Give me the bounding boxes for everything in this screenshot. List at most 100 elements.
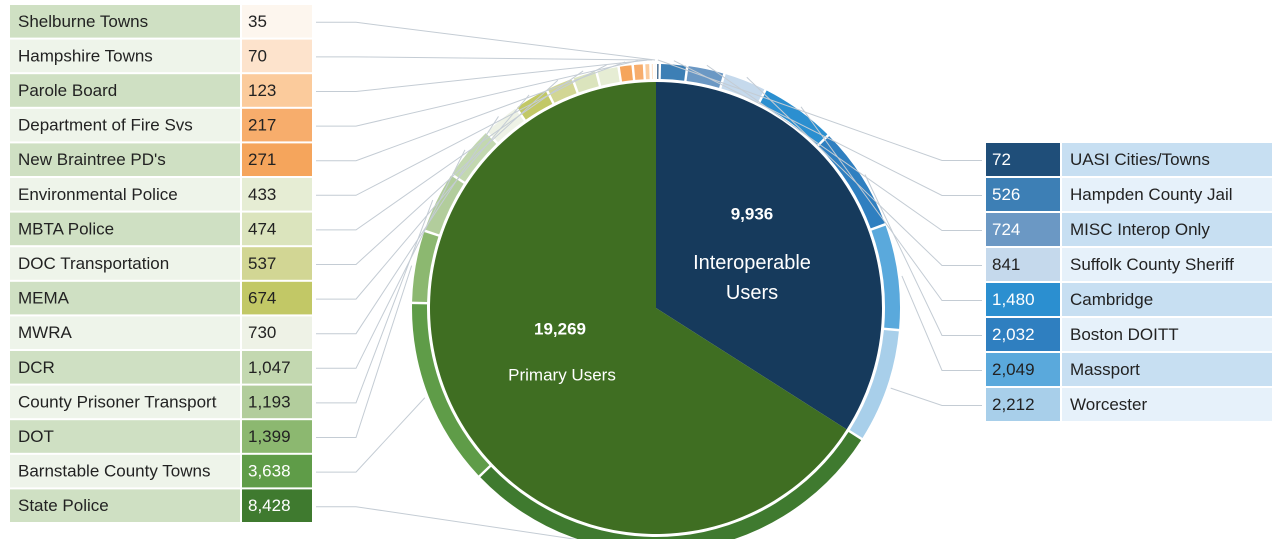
row-label: Barnstable County Towns bbox=[18, 462, 210, 481]
row-label: MBTA Police bbox=[18, 219, 114, 238]
row-label: Environmental Police bbox=[18, 185, 178, 204]
value-cell bbox=[242, 5, 312, 38]
row-label: MEMA bbox=[18, 289, 70, 308]
row-value: 2,212 bbox=[992, 395, 1035, 414]
row-label: UASI Cities/Towns bbox=[1070, 150, 1210, 169]
ring-segment bbox=[871, 225, 900, 329]
ring-segment bbox=[651, 64, 654, 80]
pie-slice bbox=[656, 82, 882, 430]
row-value: 1,047 bbox=[248, 358, 291, 377]
row-value: 72 bbox=[992, 150, 1011, 169]
row-label: DOC Transportation bbox=[18, 254, 169, 273]
row-label: Hampden County Jail bbox=[1070, 185, 1233, 204]
row-value: 526 bbox=[992, 185, 1020, 204]
name-cell bbox=[10, 351, 240, 384]
row-value: 1,399 bbox=[248, 427, 291, 446]
row-label: Massport bbox=[1070, 360, 1140, 379]
ring-segment bbox=[759, 90, 828, 145]
ring-segment bbox=[424, 175, 464, 235]
row-value: 123 bbox=[248, 81, 276, 100]
row-value: 271 bbox=[248, 150, 276, 169]
pie-slice bbox=[429, 82, 847, 534]
leader-line bbox=[316, 64, 607, 196]
name-cell bbox=[1062, 143, 1272, 176]
row-value: 3,638 bbox=[248, 462, 291, 481]
value-cell bbox=[242, 420, 312, 453]
value-cell bbox=[242, 316, 312, 349]
value-cell bbox=[242, 108, 312, 142]
leader-line bbox=[316, 56, 653, 61]
ring-segment bbox=[619, 65, 633, 82]
leader-line bbox=[316, 94, 530, 300]
leader-line bbox=[706, 64, 982, 231]
row-label: DOT bbox=[18, 427, 54, 446]
row-value: 724 bbox=[992, 220, 1020, 239]
ring-segment bbox=[849, 329, 899, 438]
leader-line bbox=[316, 199, 434, 404]
row-value: 8,428 bbox=[248, 496, 291, 515]
name-cell bbox=[10, 420, 240, 453]
value-cell bbox=[986, 143, 1060, 176]
row-label: Shelburne Towns bbox=[18, 12, 148, 31]
name-cell bbox=[10, 281, 240, 315]
row-value: 35 bbox=[248, 12, 267, 31]
value-cell bbox=[986, 318, 1060, 351]
name-cell bbox=[1062, 353, 1272, 386]
row-value: 2,049 bbox=[992, 360, 1035, 379]
value-cell bbox=[242, 178, 312, 211]
leader-line bbox=[316, 21, 656, 61]
name-cell bbox=[10, 316, 240, 349]
ring-segment bbox=[818, 136, 885, 229]
ring-segment bbox=[657, 64, 659, 80]
name-cell bbox=[10, 5, 240, 38]
name-cell bbox=[10, 74, 240, 107]
leader-line bbox=[890, 387, 982, 406]
name-cell bbox=[10, 178, 240, 211]
leader-line bbox=[316, 61, 626, 162]
value-cell bbox=[986, 353, 1060, 386]
row-label: State Police bbox=[18, 496, 109, 515]
row-label: MWRA bbox=[18, 323, 72, 342]
value-cell bbox=[986, 178, 1060, 211]
value-cell bbox=[986, 213, 1060, 246]
leader-line bbox=[316, 70, 584, 231]
ring-segment bbox=[547, 79, 577, 103]
value-cell bbox=[242, 351, 312, 384]
name-cell bbox=[1062, 388, 1272, 421]
row-value: 433 bbox=[248, 185, 276, 204]
leader-line bbox=[316, 79, 559, 265]
row-label: County Prisoner Transport bbox=[18, 392, 217, 411]
leader-line bbox=[864, 174, 982, 336]
value-cell bbox=[242, 489, 312, 522]
name-cell bbox=[10, 212, 240, 246]
row-value: 537 bbox=[248, 254, 276, 273]
name-cell bbox=[1062, 318, 1272, 351]
name-cell bbox=[1062, 178, 1272, 211]
leader-line bbox=[901, 275, 982, 371]
name-cell bbox=[10, 39, 240, 73]
value-cell bbox=[242, 385, 312, 419]
ring-segment bbox=[645, 64, 650, 80]
value-cell bbox=[986, 283, 1060, 316]
value-cell bbox=[242, 39, 312, 73]
ring-segment bbox=[721, 74, 765, 103]
primary-value: 19,269 bbox=[534, 319, 586, 338]
value-cell bbox=[242, 281, 312, 315]
row-value: 474 bbox=[248, 219, 276, 238]
row-label: Worcester bbox=[1070, 395, 1147, 414]
ring-segment bbox=[412, 231, 439, 302]
row-label: Cambridge bbox=[1070, 290, 1153, 309]
name-cell bbox=[10, 108, 240, 142]
leader-line bbox=[316, 397, 426, 473]
value-cell bbox=[242, 212, 312, 246]
leader-line bbox=[316, 116, 499, 335]
row-label: Boston DOITT bbox=[1070, 325, 1179, 344]
interop-label: Interoperable Users bbox=[693, 252, 811, 304]
row-value: 1,480 bbox=[992, 290, 1035, 309]
row-value: 217 bbox=[248, 116, 276, 135]
name-cell bbox=[10, 385, 240, 419]
row-label: MISC Interop Only bbox=[1070, 220, 1210, 239]
value-cell bbox=[242, 454, 312, 488]
ring-segment bbox=[654, 64, 656, 80]
